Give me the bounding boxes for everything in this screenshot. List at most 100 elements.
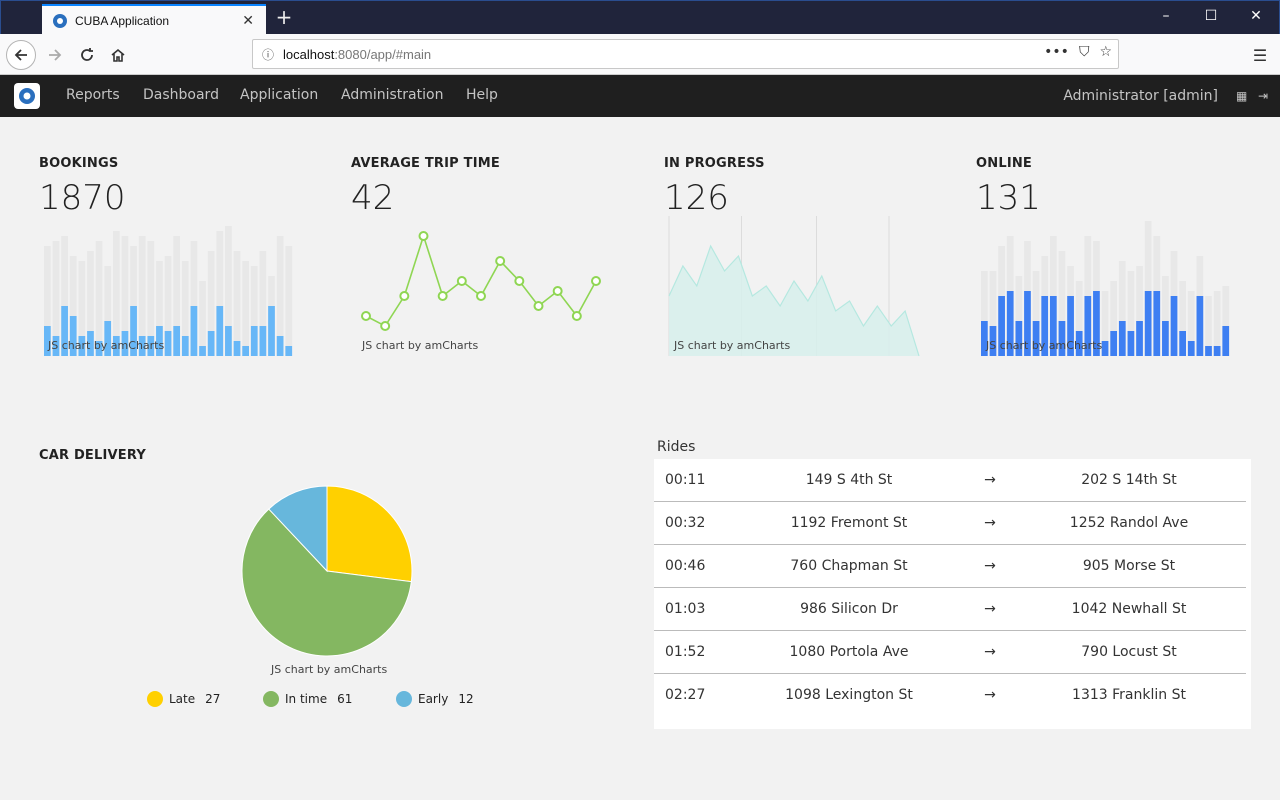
online-bar [1101,341,1109,356]
ride-row[interactable]: 00:11 149 S 4th St → 202 S 14th St [654,459,1246,502]
menu-dashboard[interactable]: Dashboard [143,87,219,103]
url-bar[interactable]: ⓘ localhost :8080/app/#main ••• ⛉ ☆ [252,39,1119,69]
url-host: localhost [283,46,335,62]
minimize-icon[interactable]: – [1162,8,1170,24]
back-icon[interactable] [6,40,36,70]
bookings-background-bar [61,236,68,356]
online-background-bar [1187,291,1195,356]
legend-late[interactable]: Late 27 [147,691,220,707]
forward-icon[interactable] [40,40,70,70]
bookings-background-bar [87,251,94,356]
browser-tab[interactable]: CUBA Application ✕ [42,4,266,35]
bookings-bar [242,346,249,356]
pocket-icon[interactable]: ⛉ [1078,44,1090,60]
bookings-bar [52,336,60,356]
new-tab-icon[interactable]: + [275,5,293,29]
bookings-bar [164,331,172,356]
in-progress-value: 126 [664,178,729,218]
online-background-bar [1118,261,1126,356]
bookings-background-bar [276,236,284,356]
trip-time-point [533,301,544,311]
browser-menu-icon[interactable]: ☰ [1252,45,1268,65]
online-chart-credit[interactable]: JS chart by amCharts [986,339,1103,352]
bookings-value: 1870 [39,178,126,218]
bookings-background-bar [164,256,172,356]
menu-help[interactable]: Help [466,87,498,103]
online-background-bar [1032,271,1040,356]
rides-table: 00:11 149 S 4th St → 202 S 14th St 00:32… [654,459,1251,729]
ride-row[interactable]: 01:52 1080 Portola Ave → 790 Locust St [654,631,1246,674]
reload-icon[interactable] [72,40,102,70]
menu-application[interactable]: Application [240,87,319,103]
pie-slice-early [268,485,328,573]
online-bar [1127,331,1135,356]
browser-nav-bar: ⓘ localhost :8080/app/#main ••• ⛉ ☆ ☰ [0,34,1280,75]
bookings-background-bar [147,241,155,356]
ride-from: 149 S 4th St [805,472,893,488]
home-icon[interactable] [103,40,133,70]
bookings-bar [87,331,94,356]
online-background-bar [1110,281,1118,356]
trip-chart-credit[interactable]: JS chart by amCharts [362,339,479,352]
ride-arrow: → [984,515,996,531]
ride-row[interactable]: 00:46 760 Chapman St → 905 Morse St [654,545,1246,588]
maximize-icon[interactable]: ☐ [1204,8,1218,24]
cuba-logo-icon[interactable] [14,83,40,109]
ride-from: 986 Silicon Dr [800,601,898,617]
bookings-bar [112,336,120,356]
ride-row[interactable]: 02:27 1098 Lexington St → 1313 Franklin … [654,674,1246,717]
online-background-bar [1136,266,1143,356]
window-close-icon[interactable]: ✕ [1250,8,1262,24]
ride-from: 760 Chapman St [790,558,908,574]
online-title: ONLINE [976,156,1033,171]
ride-from: 1192 Fremont St [790,515,908,531]
online-bar [1067,296,1074,356]
ride-arrow: → [984,558,996,574]
pie-chart-credit[interactable]: JS chart by amCharts [271,663,388,676]
menu-reports[interactable]: Reports [66,87,120,103]
ride-to: 790 Locust St [1081,644,1177,660]
ride-from: 1080 Portola Ave [789,644,909,660]
ride-time: 02:27 [665,687,706,703]
bookmark-star-icon[interactable]: ☆ [1099,44,1112,60]
legend-late-label: Late [169,692,196,706]
online-bar [1049,296,1057,356]
rides-caption: Rides [657,439,696,455]
bookings-background-bar [121,236,129,356]
bookings-bar [181,336,189,356]
legend-late-marker [147,691,163,707]
bookings-background-bar [225,226,232,356]
bookings-bar [225,326,232,356]
logout-icon[interactable]: ⇥ [1258,89,1269,103]
trip-time-point [399,291,410,301]
ride-time: 00:32 [665,515,706,531]
bookings-background-bar [259,251,267,356]
progress-chart-credit[interactable]: JS chart by amCharts [674,339,791,352]
bookings-bar [147,336,155,356]
page-actions-icon[interactable]: ••• [1044,44,1069,60]
bookings-chart-credit[interactable]: JS chart by amCharts [48,339,165,352]
online-bar [1015,321,1023,356]
windows-icon[interactable]: ▦ [1236,89,1248,103]
tab-close-icon[interactable]: ✕ [242,13,254,29]
bookings-bar [173,326,181,356]
online-bar [1075,331,1083,356]
user-name[interactable]: Administrator [admin] [1063,88,1218,104]
ride-row[interactable]: 00:32 1192 Fremont St → 1252 Randol Ave [654,502,1246,545]
trip-time-point [418,231,429,241]
site-info-icon[interactable]: ⓘ [261,47,274,62]
ride-arrow: → [984,687,996,703]
ride-time: 01:52 [665,644,706,660]
online-bar [1213,346,1221,356]
ride-row[interactable]: 01:03 986 Silicon Dr → 1042 Newhall St [654,588,1246,631]
legend-in-time[interactable]: In time 61 [263,691,352,707]
online-bar [1187,341,1195,356]
car-delivery-pie-chart [241,485,413,657]
bookings-bar [190,306,198,356]
legend-early[interactable]: Early 12 [396,691,474,707]
ride-from: 1098 Lexington St [785,687,913,703]
bookings-bar [268,306,275,356]
bookings-bar [233,341,241,356]
bookings-bar [44,326,51,356]
menu-administration[interactable]: Administration [341,87,444,103]
